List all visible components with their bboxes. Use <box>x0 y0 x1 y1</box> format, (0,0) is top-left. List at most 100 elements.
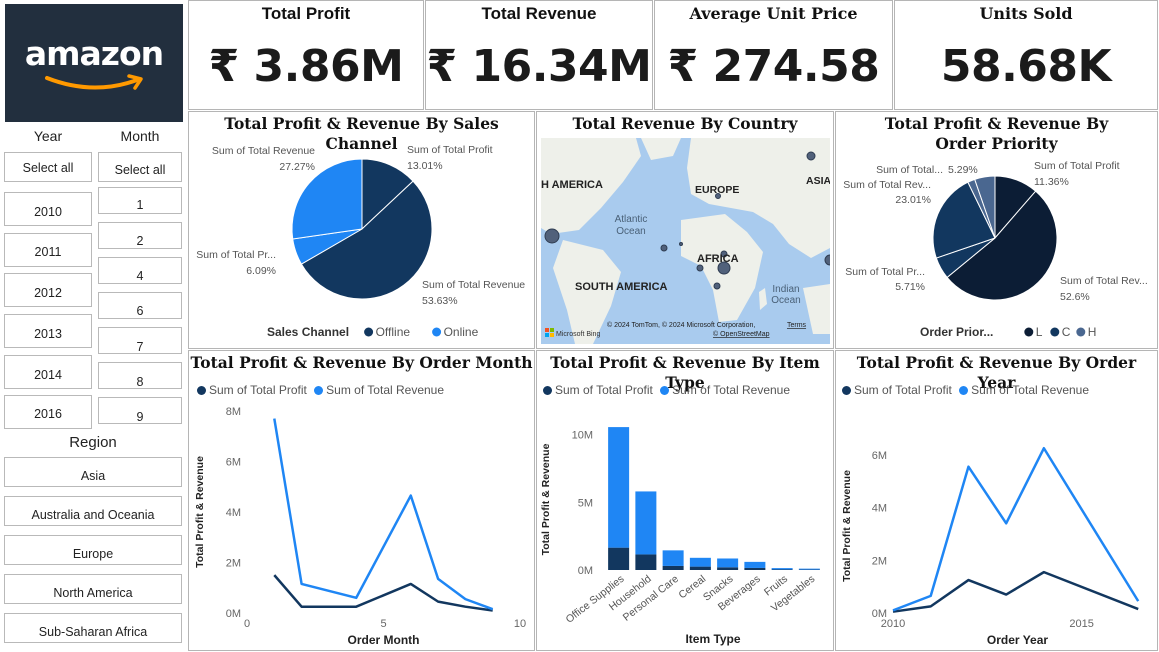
year-option-2012[interactable]: 2012 <box>4 273 92 307</box>
map-label: Indian <box>772 284 799 295</box>
panel-title: Total Profit & Revenue By Item Type <box>550 353 820 392</box>
map-terms-link[interactable]: Terms <box>787 322 807 329</box>
month-option-6[interactable]: 6 <box>98 292 182 319</box>
logo-text: amazon <box>24 34 164 73</box>
kpi-value: ₹ 274.58 <box>667 41 880 92</box>
legend-dot <box>1024 327 1034 337</box>
order-priority-panel: Total Profit & Revenue By Order Priority… <box>835 111 1158 349</box>
sales-channel-pie-chart: Sum of Total Profit 13.01% Sum of Total Re… <box>196 144 525 339</box>
month-option-label: 1 <box>136 198 144 212</box>
slice-percent: 11.36% <box>1034 176 1069 188</box>
x-tick-label: 10 <box>514 618 526 630</box>
region-option-australia-oceania[interactable]: Australia and Oceania <box>4 496 182 526</box>
order-year-line-chart: 0M 2M 4M 6M 2010 2015 Order Year Total Profit &… <box>841 446 1140 647</box>
region-option-label: Europe <box>72 547 114 561</box>
month-slicer-title: Month <box>120 128 160 144</box>
chart-legend: Sum of Total Profit Sum of Total Revenue <box>197 383 444 397</box>
year-option-2011[interactable]: 2011 <box>4 233 92 267</box>
year-option-label: 2012 <box>34 286 62 300</box>
country-map-panel: Total Revenue By Country H AMERICA EUROP… <box>536 111 834 349</box>
country-bubble <box>660 244 668 252</box>
pie-slice <box>291 158 363 240</box>
bing-label: Microsoft Bing <box>556 331 600 338</box>
y-tick-label: 4M <box>226 507 241 519</box>
bar-revenue <box>635 491 657 555</box>
amazon-logo: amazon <box>5 4 183 122</box>
kpi-title: Total Profit <box>261 4 351 23</box>
panel-title: Total Profit & Revenue By Order Priority <box>884 114 1109 153</box>
bar-profit <box>744 567 766 570</box>
pie-slice <box>932 181 996 259</box>
map-label: H AMERICA <box>541 179 603 191</box>
bing-logo-icon-part <box>550 328 554 332</box>
region-option-north-america[interactable]: North America <box>4 574 182 604</box>
country-bubble <box>720 250 728 258</box>
y-tick-label: 0M <box>872 608 887 620</box>
region-option-label: Australia and Oceania <box>31 508 155 522</box>
country-bubble <box>715 193 721 199</box>
kpi-units-sold: Units Sold 58.68K <box>894 0 1158 110</box>
slice-label: Sum of Total Rev... <box>843 179 931 191</box>
kpi-title: Average Unit Price <box>689 4 858 23</box>
year-option-label: 2013 <box>34 327 62 341</box>
slice-label: Sum of Total... <box>876 164 943 176</box>
region-option-label: North America <box>53 586 133 600</box>
month-option-label: 7 <box>136 340 144 354</box>
map-osm-link[interactable]: © OpenStreetMap <box>713 330 770 338</box>
order-year-panel: Total Profit & Revenue By Order Year Sum… <box>835 350 1158 651</box>
region-option-asia[interactable]: Asia <box>4 457 182 487</box>
bar-revenue <box>662 550 684 566</box>
kpi-value: ₹ 16.34M <box>426 41 652 92</box>
legend-label: Sum of Total Revenue <box>326 383 445 397</box>
month-option-1[interactable]: 1 <box>98 187 182 214</box>
year-option-2014[interactable]: 2014 <box>4 355 92 389</box>
y-tick-label: 2M <box>226 558 241 570</box>
month-option-7[interactable]: 7 <box>98 327 182 354</box>
month-option-2[interactable]: 2 <box>98 222 182 249</box>
year-option-select-all[interactable]: Select all <box>4 152 92 182</box>
legend-label: H <box>1088 325 1097 339</box>
map-label: SOUTH AMERICA <box>575 281 668 293</box>
x-axis-title: Order Year <box>987 633 1048 647</box>
world-map[interactable]: H AMERICA EUROPE ASIA AFRICA SOUTH AMERI… <box>541 138 830 344</box>
bar-profit <box>662 565 684 570</box>
region-option-sub-saharan-africa[interactable]: Sub-Saharan Africa <box>4 613 182 643</box>
region-option-europe[interactable]: Europe <box>4 535 182 565</box>
year-option-label: Select all <box>22 161 74 175</box>
month-option-4[interactable]: 4 <box>98 257 182 284</box>
item-type-panel: Total Profit & Revenue By Item Type Sum … <box>536 350 834 651</box>
y-tick-label: 0M <box>226 608 241 620</box>
month-option-9[interactable]: 9 <box>98 397 182 424</box>
order-month-line-chart: 0M 2M 4M 6M 8M 0 5 10 Order Month Total Profit & … <box>194 406 526 647</box>
month-option-select-all[interactable]: Select all <box>98 152 182 182</box>
bar-revenue <box>771 568 793 570</box>
x-tick-label: 2015 <box>1069 618 1093 630</box>
map-label: ASIA <box>806 175 830 187</box>
y-tick-label: 6M <box>872 450 887 462</box>
slice-percent: 23.01% <box>895 194 931 206</box>
pie-slice <box>361 158 414 231</box>
legend-title: Sales Channel <box>267 325 349 339</box>
bing-logo-icon <box>545 328 549 332</box>
series-line-profit <box>273 574 493 612</box>
country-bubble <box>713 282 721 290</box>
pie-slice <box>946 190 1058 301</box>
pie-slice <box>974 175 996 239</box>
smile-icon <box>45 74 143 90</box>
year-option-2010[interactable]: 2010 <box>4 192 92 226</box>
bar-profit <box>689 566 711 570</box>
bar-profit <box>717 567 739 570</box>
slice-percent: 52.6% <box>1060 291 1090 303</box>
legend-label: Sum of Total Revenue <box>672 383 791 397</box>
legend-dot <box>1076 327 1086 337</box>
year-option-2013[interactable]: 2013 <box>4 314 92 348</box>
month-option-8[interactable]: 8 <box>98 362 182 389</box>
map-label: EUROPE <box>695 184 739 196</box>
year-option-2016[interactable]: 2016 <box>4 395 92 429</box>
series-line-revenue <box>273 418 494 611</box>
country-bubble <box>717 261 731 275</box>
map-label: AFRICA <box>697 253 739 265</box>
order-priority-pie-chart: Sum of Total Profit 11.36% Sum of Total Re… <box>843 160 1147 339</box>
y-tick-label: 4M <box>872 503 887 515</box>
